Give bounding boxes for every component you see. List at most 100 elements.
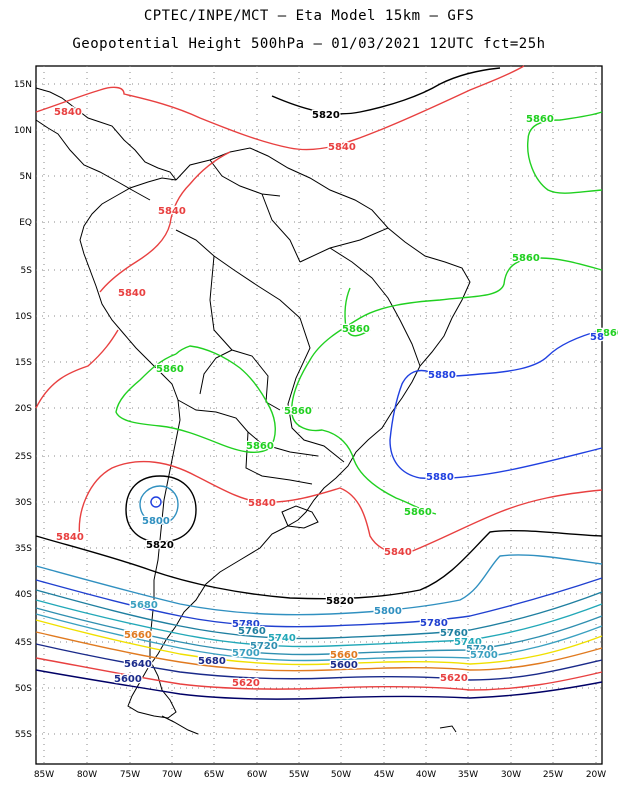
chart-subtitle: Geopotential Height 500hPa – 01/03/2021 … (72, 36, 546, 52)
contour-5760 (35, 589, 603, 640)
lat-tick-label: 50S (15, 684, 32, 694)
contour-5720 (35, 607, 603, 656)
contour-label: 5620 (232, 678, 260, 689)
contour-5640 (35, 643, 603, 681)
contour-label: 5620 (440, 673, 468, 684)
contour-label: 5700 (232, 648, 260, 659)
central-america-outline (35, 87, 177, 201)
continent-outlines (35, 87, 471, 735)
contour-5860-central (291, 257, 603, 515)
contour-label: 5840 (54, 107, 82, 118)
contour-5860-north (527, 111, 603, 194)
lon-tick-label: 60W (247, 770, 267, 780)
lon-tick-label: 75W (120, 770, 140, 780)
contour-label: 5680 (198, 656, 226, 667)
contour-label: 5860 (404, 507, 432, 518)
lon-tick-label: 50W (331, 770, 351, 780)
contour-5780 (35, 577, 603, 628)
contour-label: 5860 (246, 441, 274, 452)
lat-tick-label: 55S (15, 730, 32, 740)
contour-label: 5880 (428, 370, 456, 381)
chart-title: CPTEC/INPE/MCT – Eta Model 15km – GFS (143, 8, 475, 24)
contour-5800-center (150, 496, 162, 508)
contour-label: 5760 (440, 628, 468, 639)
lon-tick-label: 70W (162, 770, 182, 780)
contour-5620 (35, 657, 603, 691)
contour-labels: 5820 5840 5840 5840 5840 5840 5840 5840 5860 5860… (53, 106, 618, 691)
contour-label: 5660 (124, 630, 152, 641)
lat-tick-label: 15S (15, 358, 32, 368)
lon-tick-label: 25W (543, 770, 563, 780)
contour-label: 58 (590, 332, 604, 343)
contour-5880-east (389, 329, 603, 480)
lat-tick-label: 45S (15, 638, 32, 648)
contour-5700 (35, 613, 603, 662)
lon-tick-label: 65W (204, 770, 224, 780)
contour-label: 5680 (130, 600, 158, 611)
contour-5680 (35, 619, 603, 666)
contour-label: 5740 (268, 633, 296, 644)
lon-tick-label: 55W (289, 770, 309, 780)
lat-lon-grid (36, 66, 602, 764)
contour-label: 5660 (330, 650, 358, 661)
lon-tick-label: 30W (501, 770, 521, 780)
contour-label: 5840 (56, 532, 84, 543)
lat-tick-label: 25S (15, 452, 32, 462)
contour-label: 5600 (330, 660, 358, 671)
contour-label: 5720 (466, 644, 494, 655)
contour-5840-amazon (99, 151, 231, 293)
lat-tick-label: 15N (14, 80, 32, 90)
lon-tick-label: 40W (416, 770, 436, 780)
lat-tick-label: 40S (15, 590, 32, 600)
contour-5840-south (78, 460, 603, 554)
contour-label: 5860 (526, 114, 554, 125)
lat-tick-label: 5N (20, 172, 32, 182)
lat-tick-label: 5S (21, 266, 33, 276)
contour-5840-west (35, 329, 119, 409)
contour-label: 5860 (156, 364, 184, 375)
contour-label: 5720 (250, 641, 278, 652)
contour-label: 5860 (512, 253, 540, 264)
lon-tick-label: 35W (458, 770, 478, 780)
contour-label: 5700 (470, 650, 498, 661)
lat-tick-label: 35S (15, 544, 32, 554)
contour-label: 5740 (454, 637, 482, 648)
contour-5800-south (35, 554, 603, 616)
contour-5740 (35, 599, 603, 648)
contour-label: 5760 (238, 626, 266, 637)
islands (161, 505, 457, 735)
axis-labels: 15N 10N 5N EQ 5S 10S 15S 20S 25S 30S 35S 40S 45S 50S 5… (14, 80, 606, 780)
contour-5860-inner (344, 287, 371, 337)
contour-label: 5860 (284, 406, 312, 417)
lon-tick-label: 45W (374, 770, 394, 780)
contour-5860-west (115, 345, 276, 454)
lon-tick-label: 85W (34, 770, 54, 780)
contour-label: 5820 (146, 540, 174, 551)
map-frame (35, 65, 603, 765)
contours (35, 65, 603, 700)
contour-label: 5640 (124, 659, 152, 670)
contour-label: 5880 (426, 472, 454, 483)
lat-tick-label: EQ (19, 218, 32, 228)
lat-tick-label: 10S (15, 312, 32, 322)
contour-label: 5600 (114, 674, 142, 685)
south-america-outline (79, 147, 471, 719)
contour-label: 5820 (326, 596, 354, 607)
contour-5800-low (139, 485, 179, 525)
contour-5820-low (125, 475, 197, 543)
country-borders (175, 159, 421, 485)
contour-label: 5840 (328, 142, 356, 153)
contour-5820-south (35, 529, 603, 600)
contour-label: 5800 (374, 606, 402, 617)
lon-tick-label: 80W (77, 770, 97, 780)
lat-tick-label: 20S (15, 404, 32, 414)
lon-tick-label: 20W (586, 770, 606, 780)
contour-label: 5860 (596, 328, 618, 339)
contour-label: 5780 (232, 619, 260, 630)
contour-5820-north (271, 67, 501, 115)
contour-label: 5800 (142, 516, 170, 527)
lat-tick-label: 10N (14, 126, 32, 136)
contour-5840-north (35, 65, 525, 151)
lat-tick-label: 30S (15, 498, 32, 508)
